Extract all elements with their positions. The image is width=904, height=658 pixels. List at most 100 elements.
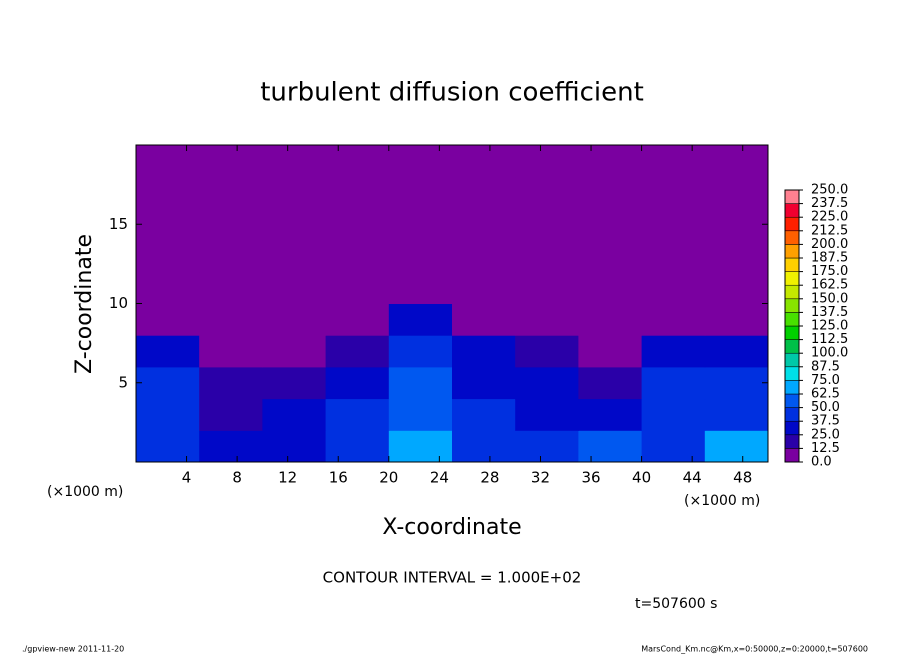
cell	[578, 303, 643, 336]
cell	[136, 335, 200, 368]
cell	[641, 271, 706, 304]
colorbar-label: 62.5	[811, 387, 840, 402]
cell	[641, 176, 706, 209]
cell	[388, 303, 453, 336]
colorbar-swatch	[784, 203, 800, 218]
x-tick-label: 24	[430, 469, 449, 487]
colorbar-swatch	[784, 352, 800, 368]
cell	[136, 430, 200, 463]
cell	[578, 240, 643, 273]
colorbar-swatch	[784, 434, 800, 449]
cell	[262, 208, 327, 241]
cell	[452, 208, 516, 241]
cell	[704, 240, 769, 273]
cell	[325, 240, 390, 273]
cell	[262, 303, 327, 336]
cell	[199, 430, 263, 463]
cell	[262, 366, 327, 400]
colorbar-label: 50.0	[811, 400, 840, 415]
cell	[578, 430, 643, 463]
cell	[704, 303, 769, 336]
y-tick-label: 10	[109, 294, 128, 312]
colorbar-label: 12.5	[811, 441, 840, 456]
y-tick-label: 5	[118, 373, 128, 391]
footer-left: ./gpview-new 2011-11-20	[22, 645, 124, 654]
cell	[388, 176, 453, 209]
cell	[641, 398, 706, 431]
cell	[641, 366, 706, 400]
colorbar-swatch	[784, 366, 800, 381]
y-tick-label: 15	[109, 215, 128, 233]
colorbar-label: 200.0	[811, 237, 848, 252]
colorbar-label: 175.0	[811, 264, 848, 279]
colorbar-swatch	[784, 380, 800, 395]
cell	[325, 398, 390, 431]
colorbar-label: 225.0	[811, 210, 848, 225]
cell	[641, 145, 706, 178]
cell	[578, 366, 643, 400]
cell	[641, 208, 706, 241]
x-tick-label: 40	[632, 469, 651, 487]
colorbar-swatch	[784, 271, 800, 286]
x-unit: (×1000 m)	[684, 493, 760, 509]
cell	[136, 208, 200, 241]
colorbar-label: 0.0	[811, 455, 832, 470]
x-tick-label: 44	[683, 469, 702, 487]
cell	[704, 271, 769, 304]
cell	[515, 145, 579, 178]
cell	[578, 176, 643, 209]
cell	[704, 208, 769, 241]
cell	[704, 366, 769, 400]
cell	[388, 366, 453, 400]
cell	[136, 398, 200, 431]
cell	[262, 398, 327, 431]
cell	[641, 430, 706, 463]
cell	[136, 145, 200, 178]
cell	[388, 208, 453, 241]
colorbar-label: 250.0	[811, 183, 848, 198]
colorbar-label: 100.0	[811, 346, 848, 361]
colorbar-label: 187.5	[811, 251, 848, 266]
chart-title: turbulent diffusion coefficient	[260, 78, 644, 108]
x-tick-label: 8	[232, 469, 242, 487]
cell	[262, 176, 327, 209]
cell	[325, 176, 390, 209]
colorbar-swatch	[784, 230, 800, 245]
colorbar-swatch	[784, 448, 800, 463]
cell	[641, 335, 706, 368]
colorbar-swatch	[784, 312, 800, 327]
cell	[199, 303, 263, 336]
cell	[262, 430, 327, 463]
cell	[388, 271, 453, 304]
contour-note: CONTOUR INTERVAL = 1.000E+02	[323, 569, 582, 587]
cell	[452, 335, 516, 368]
colorbar-swatch	[784, 244, 800, 259]
colorbar-swatch	[784, 216, 800, 232]
cell	[641, 303, 706, 336]
cell	[578, 145, 643, 178]
cell	[704, 398, 769, 431]
cell	[136, 271, 200, 304]
colorbar-label: 37.5	[811, 414, 840, 429]
cell	[515, 176, 579, 209]
colorbar-swatch	[784, 284, 800, 300]
cell	[578, 271, 643, 304]
footer-right: MarsCond_Km.nc@Km,x=0:50000,z=0:20000,t=…	[641, 645, 868, 654]
cell	[325, 303, 390, 336]
cell	[136, 176, 200, 209]
cell	[199, 335, 263, 368]
cell	[515, 366, 579, 400]
cell	[704, 335, 769, 368]
cell	[578, 208, 643, 241]
cell	[325, 145, 390, 178]
colorbar-label: 137.5	[811, 305, 848, 320]
cell	[136, 240, 200, 273]
colorbar-swatch	[784, 325, 800, 340]
colorbar-frame	[784, 189, 800, 463]
colorbar-label: 75.0	[811, 373, 840, 388]
x-tick-label: 32	[531, 469, 550, 487]
colorbar-swatch	[784, 407, 800, 422]
cell	[262, 240, 327, 273]
colorbar-swatch	[784, 420, 800, 436]
